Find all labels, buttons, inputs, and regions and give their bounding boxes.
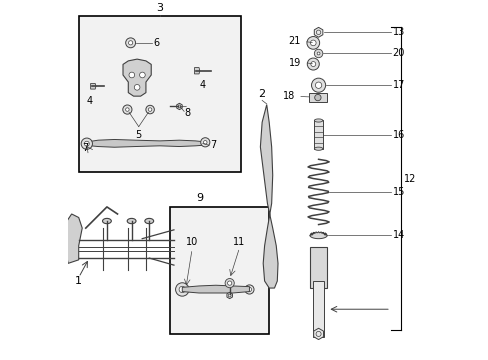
Circle shape <box>81 138 92 149</box>
Text: 7: 7 <box>82 143 88 153</box>
Circle shape <box>310 40 315 46</box>
Bar <box>314 121 322 149</box>
Text: 12: 12 <box>404 174 416 184</box>
Polygon shape <box>176 103 182 110</box>
Circle shape <box>125 108 129 111</box>
Polygon shape <box>260 105 278 288</box>
Text: 10: 10 <box>185 238 198 247</box>
Ellipse shape <box>314 94 321 101</box>
Polygon shape <box>309 231 327 239</box>
Text: 4: 4 <box>87 96 93 106</box>
Text: 15: 15 <box>392 187 404 197</box>
Text: 9: 9 <box>196 193 203 203</box>
Text: 19: 19 <box>288 58 300 68</box>
Polygon shape <box>314 27 322 37</box>
Circle shape <box>203 140 206 144</box>
Polygon shape <box>87 139 205 147</box>
Circle shape <box>139 72 145 78</box>
Text: 2: 2 <box>258 89 265 99</box>
Ellipse shape <box>127 219 136 224</box>
Text: 18: 18 <box>283 91 295 101</box>
Text: 20: 20 <box>392 49 404 58</box>
Circle shape <box>311 78 325 92</box>
Circle shape <box>175 283 188 296</box>
Text: 3: 3 <box>156 3 163 13</box>
Bar <box>313 281 323 337</box>
Text: 11: 11 <box>233 238 245 247</box>
Circle shape <box>317 52 319 55</box>
Text: 7: 7 <box>209 140 216 150</box>
Text: 16: 16 <box>392 130 404 140</box>
Circle shape <box>306 58 319 70</box>
Text: 5: 5 <box>135 130 142 140</box>
Polygon shape <box>194 68 200 74</box>
Circle shape <box>122 105 132 114</box>
Polygon shape <box>226 292 232 299</box>
Circle shape <box>179 286 185 293</box>
Circle shape <box>134 85 140 90</box>
Polygon shape <box>313 328 323 339</box>
Bar <box>79 17 241 172</box>
Circle shape <box>315 82 321 89</box>
Circle shape <box>129 72 134 78</box>
Circle shape <box>200 138 209 147</box>
Text: 13: 13 <box>392 27 404 37</box>
Polygon shape <box>90 84 96 89</box>
Polygon shape <box>123 59 151 96</box>
Text: 17: 17 <box>392 80 404 90</box>
Circle shape <box>125 38 135 48</box>
Text: 6: 6 <box>153 38 160 48</box>
Text: 21: 21 <box>288 36 300 46</box>
Ellipse shape <box>102 219 111 224</box>
Bar <box>309 247 327 288</box>
Text: 1: 1 <box>75 276 82 286</box>
Circle shape <box>244 285 253 294</box>
Text: 14: 14 <box>392 230 404 240</box>
Circle shape <box>314 49 322 58</box>
Circle shape <box>84 141 89 146</box>
Text: 8: 8 <box>184 108 190 118</box>
Ellipse shape <box>314 119 322 122</box>
Bar <box>170 207 268 334</box>
Circle shape <box>247 287 251 292</box>
Ellipse shape <box>314 147 322 150</box>
Text: 4: 4 <box>199 80 205 90</box>
Circle shape <box>224 279 234 288</box>
Circle shape <box>145 105 154 114</box>
Circle shape <box>148 108 152 111</box>
Circle shape <box>306 36 319 49</box>
Bar <box>308 93 326 102</box>
Polygon shape <box>182 285 249 293</box>
Polygon shape <box>64 214 82 264</box>
Ellipse shape <box>144 219 153 224</box>
Circle shape <box>128 41 132 45</box>
Circle shape <box>227 281 231 285</box>
Circle shape <box>310 62 315 67</box>
